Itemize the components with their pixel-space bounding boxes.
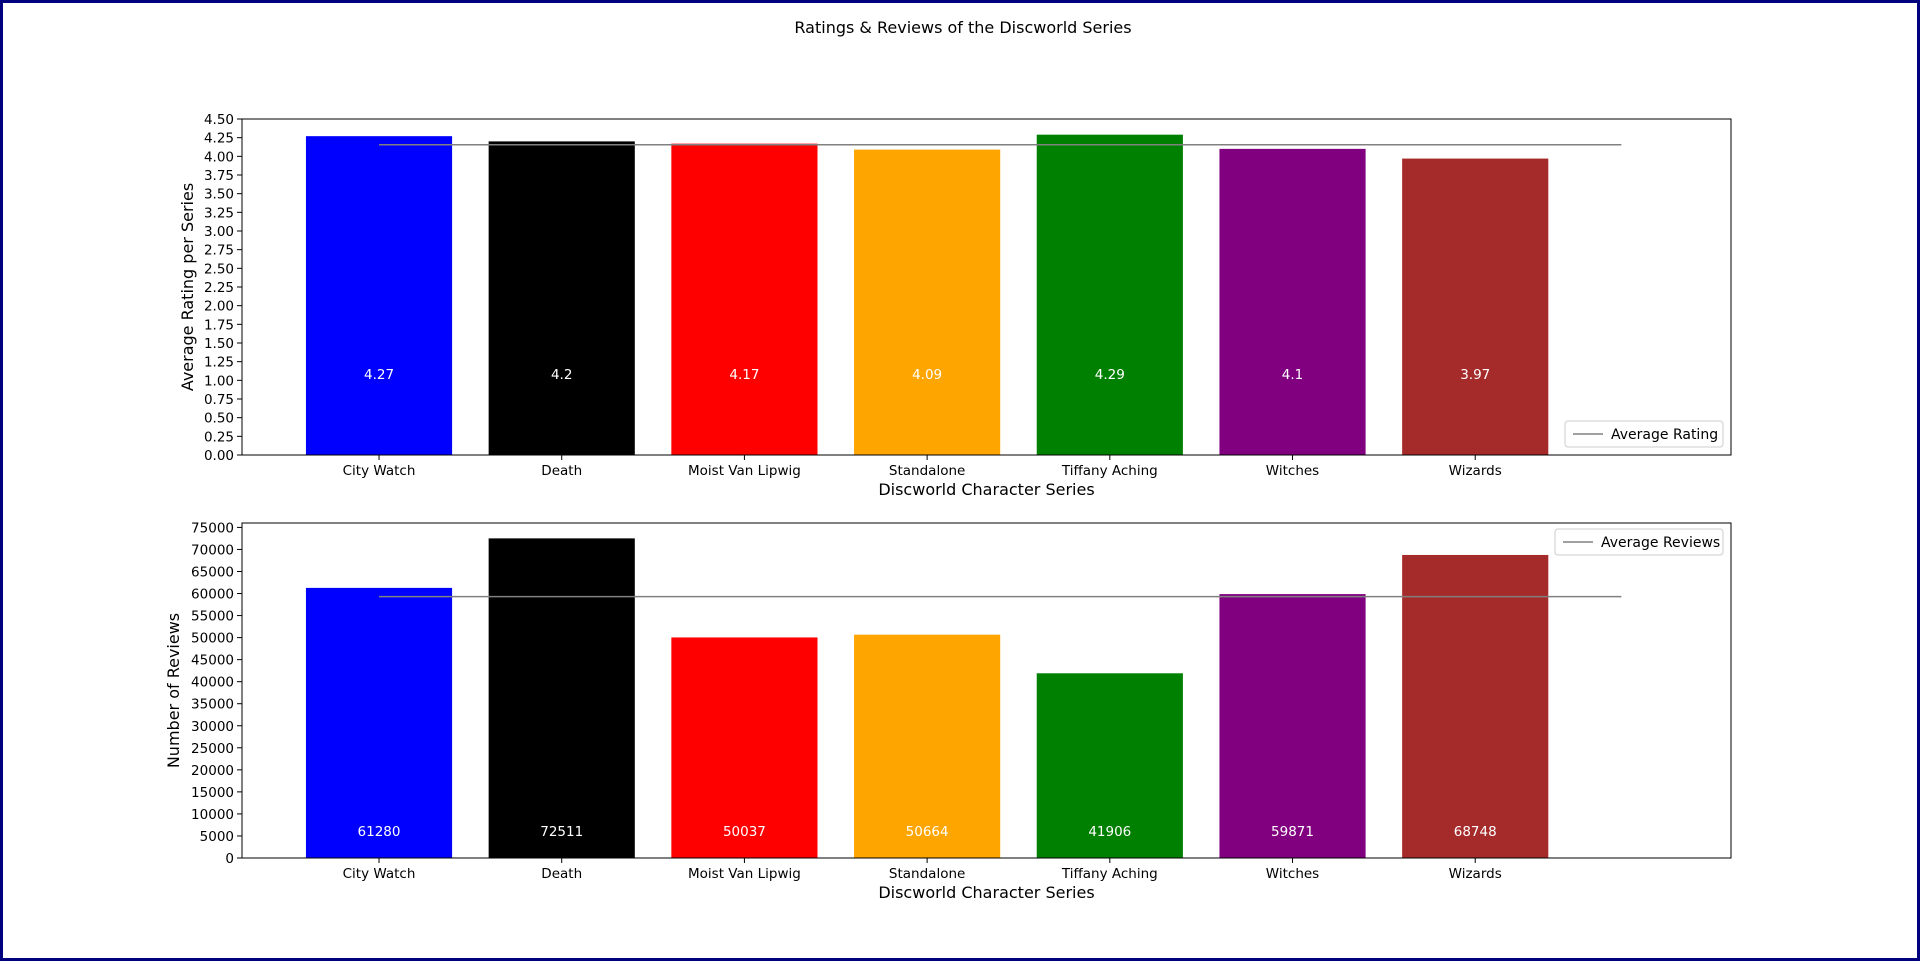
x-tick-label: Witches <box>1266 463 1319 479</box>
y-tick-label: 0 <box>225 851 234 867</box>
y-tick-label: 30000 <box>191 719 234 735</box>
y-tick-label: 65000 <box>191 564 234 580</box>
bar-value-label: 72511 <box>540 824 583 840</box>
bar-value-label: 68748 <box>1454 824 1497 840</box>
bar-value-label: 41906 <box>1088 824 1131 840</box>
bar-value-label: 4.1 <box>1282 367 1303 383</box>
x-tick-label: City Watch <box>343 463 416 479</box>
legend-box <box>1564 420 1724 448</box>
bar-death <box>488 141 635 455</box>
y-tick-label: 15000 <box>191 785 234 801</box>
bar-value-label: 59871 <box>1271 824 1314 840</box>
y-tick-label: 1.25 <box>204 355 234 371</box>
bar-standalone <box>854 149 1001 456</box>
x-tick-label: Wizards <box>1449 866 1502 882</box>
x-tick-label: City Watch <box>343 866 416 882</box>
bar-value-label: 50664 <box>906 824 949 840</box>
bar-tiffany-aching <box>1036 673 1183 858</box>
bar-witches <box>1219 148 1366 455</box>
x-axis-label: Discworld Character Series <box>878 480 1094 499</box>
bar-standalone <box>854 634 1001 858</box>
x-tick-label: Standalone <box>889 866 965 882</box>
y-tick-label: 3.00 <box>204 224 234 240</box>
legend-entry: Average Reviews <box>1601 535 1720 551</box>
y-tick-label: 50000 <box>191 631 234 647</box>
bar-death <box>488 538 635 858</box>
bar-tiffany-aching <box>1036 134 1183 455</box>
x-tick-label: Death <box>541 463 582 479</box>
y-tick-label: 2.50 <box>204 261 234 277</box>
y-tick-label: 0.00 <box>204 448 234 464</box>
bar-value-label: 4.17 <box>729 367 759 383</box>
bar-city-watch <box>305 587 453 858</box>
y-tick-label: 2.25 <box>204 280 234 296</box>
x-tick-label: Tiffany Aching <box>1061 866 1158 882</box>
y-tick-label: 40000 <box>191 675 234 691</box>
bar-value-label: 4.27 <box>364 367 394 383</box>
y-tick-label: 60000 <box>191 587 234 603</box>
bar-value-label: 4.29 <box>1095 367 1125 383</box>
y-tick-label: 3.50 <box>204 187 234 203</box>
x-tick-label: Tiffany Aching <box>1061 463 1158 479</box>
figure-canvas: Ratings & Reviews of the Discworld Serie… <box>164 18 1732 902</box>
bar-moist-van-lipwig <box>671 637 818 858</box>
y-tick-label: 20000 <box>191 763 234 779</box>
x-tick-label: Death <box>541 866 582 882</box>
x-tick-label: Moist Van Lipwig <box>688 866 801 882</box>
y-tick-label: 1.50 <box>204 336 234 352</box>
y-tick-label: 25000 <box>191 741 234 757</box>
x-tick-label: Moist Van Lipwig <box>688 463 801 479</box>
x-axis-label: Discworld Character Series <box>878 883 1094 902</box>
y-tick-label: 2.75 <box>204 243 234 259</box>
bar-value-label: 4.2 <box>551 367 572 383</box>
y-tick-label: 2.00 <box>204 299 234 315</box>
y-tick-label: 70000 <box>191 542 234 558</box>
y-tick-label: 75000 <box>191 520 234 536</box>
plot-frame <box>241 522 1732 859</box>
bar-value-label: 61280 <box>358 824 401 840</box>
y-axis-label: Number of Reviews <box>164 613 183 768</box>
y-tick-label: 35000 <box>191 697 234 713</box>
bar-wizards <box>1402 554 1549 858</box>
y-tick-label: 5000 <box>200 829 234 845</box>
y-axis-label: Average Rating per Series <box>178 183 197 391</box>
y-tick-label: 3.75 <box>204 168 234 184</box>
bar-city-watch <box>305 136 453 456</box>
bar-wizards <box>1402 158 1549 455</box>
y-tick-label: 1.75 <box>204 317 234 333</box>
y-tick-label: 4.25 <box>204 131 234 147</box>
figure-title: Ratings & Reviews of the Discworld Serie… <box>794 18 1131 37</box>
x-tick-label: Witches <box>1266 866 1319 882</box>
x-tick-label: Wizards <box>1449 463 1502 479</box>
y-tick-label: 3.25 <box>204 205 234 221</box>
bar-value-label: 3.97 <box>1460 367 1490 383</box>
y-tick-label: 1.00 <box>204 373 234 389</box>
y-tick-label: 45000 <box>191 653 234 669</box>
bar-witches <box>1219 594 1366 858</box>
y-tick-label: 0.75 <box>204 392 234 408</box>
bar-value-label: 50037 <box>723 824 766 840</box>
y-tick-label: 10000 <box>191 807 234 823</box>
y-tick-label: 0.50 <box>204 411 234 427</box>
y-tick-label: 4.00 <box>204 149 234 165</box>
bar-moist-van-lipwig <box>671 143 818 455</box>
y-tick-label: 0.25 <box>204 429 234 445</box>
legend-box <box>1554 528 1724 556</box>
legend-entry: Average Rating <box>1611 427 1718 443</box>
y-tick-label: 4.50 <box>204 112 234 128</box>
y-tick-label: 55000 <box>191 609 234 625</box>
x-tick-label: Standalone <box>889 463 965 479</box>
bar-value-label: 4.09 <box>912 367 942 383</box>
